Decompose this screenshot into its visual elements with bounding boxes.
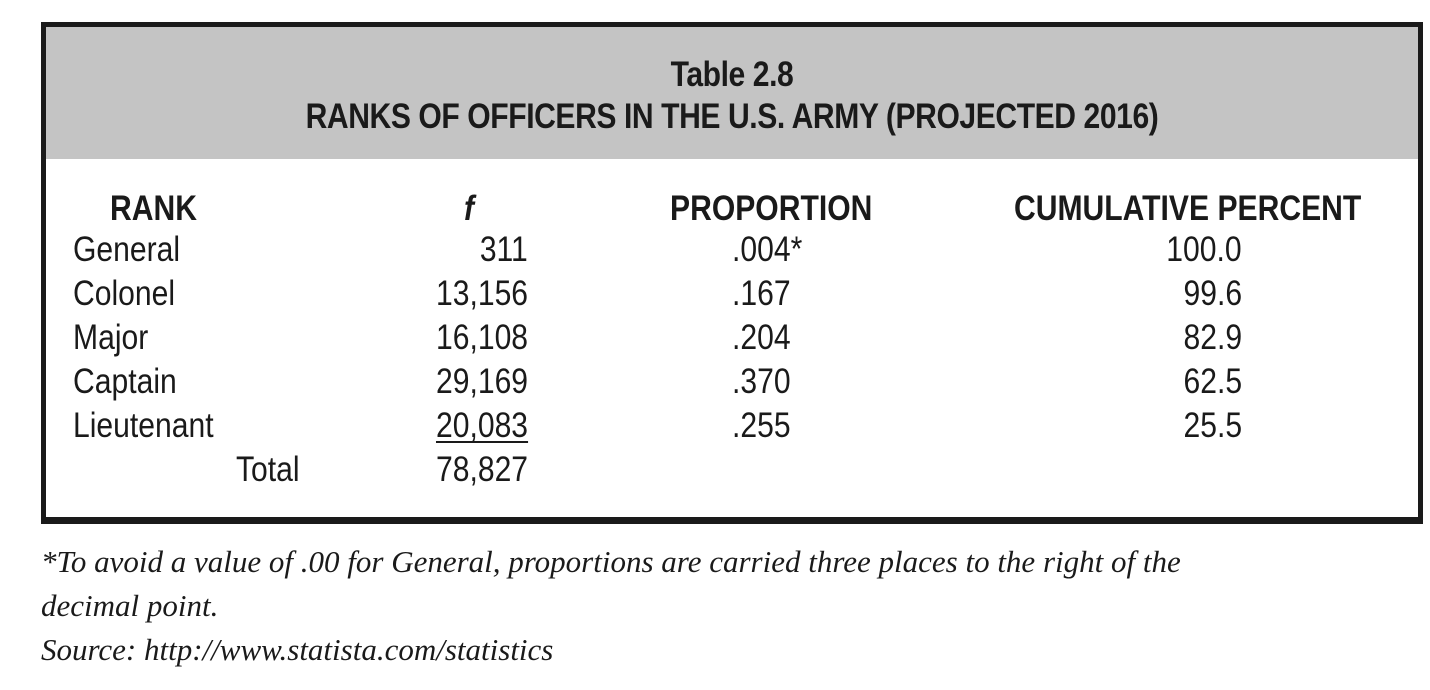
table-row: General 311 .004* 100.0: [46, 230, 1418, 274]
cell-proportion: .167: [732, 274, 791, 313]
cell-proportion: .370: [732, 362, 791, 401]
cell-frequency: 13,156: [435, 274, 528, 313]
column-header-rank: RANK: [110, 189, 197, 228]
cell-proportion: .255: [732, 406, 791, 445]
table-row: Colonel 13,156 .167 99.6: [46, 274, 1418, 318]
footnote-proportions-continued: decimal point.: [41, 588, 219, 623]
cell-frequency: 311: [480, 230, 528, 269]
total-row: Total 78,827: [46, 450, 1418, 494]
cell-frequency: 20,083: [435, 406, 528, 445]
cell-rank: General: [73, 230, 181, 269]
total-value: 78,827: [435, 450, 528, 489]
cell-frequency: 29,169: [435, 362, 528, 401]
cell-cumulative-percent: 100.0: [1166, 230, 1242, 269]
table-row: Lieutenant 20,083 .255 25.5: [46, 406, 1418, 450]
cell-cumulative-percent: 25.5: [1183, 406, 1242, 445]
footnote-proportions: *To avoid a value of .00 for General, pr…: [41, 544, 1181, 579]
table-title: RANKS OF OFFICERS IN THE U.S. ARMY (PROJ…: [305, 97, 1159, 136]
table-title-band: Table 2.8 RANKS OF OFFICERS IN THE U.S. …: [46, 27, 1418, 159]
cell-proportion: .204: [732, 318, 791, 357]
cell-frequency: 16,108: [435, 318, 528, 357]
column-header-frequency: f: [464, 189, 475, 228]
data-table: Table 2.8 RANKS OF OFFICERS IN THE U.S. …: [41, 22, 1423, 524]
cell-rank: Lieutenant: [73, 406, 214, 445]
total-label: Total: [236, 450, 300, 489]
cell-rank: Captain: [73, 362, 177, 401]
table-number: Table 2.8: [670, 55, 794, 94]
cell-cumulative-percent: 99.6: [1183, 274, 1242, 313]
cell-rank: Major: [73, 318, 149, 357]
column-header-cumulative-percent: CUMULATIVE PERCENT: [1014, 189, 1362, 228]
source-note: Source: http://www.statista.com/statisti…: [41, 632, 554, 667]
column-header-proportion: PROPORTION: [670, 189, 873, 228]
cell-cumulative-percent: 62.5: [1183, 362, 1242, 401]
cell-proportion: .004*: [732, 230, 803, 269]
table-row: Captain 29,169 .370 62.5: [46, 362, 1418, 406]
cell-rank: Colonel: [73, 274, 176, 313]
table-row: Major 16,108 .204 82.9: [46, 318, 1418, 362]
cell-cumulative-percent: 82.9: [1183, 318, 1242, 357]
